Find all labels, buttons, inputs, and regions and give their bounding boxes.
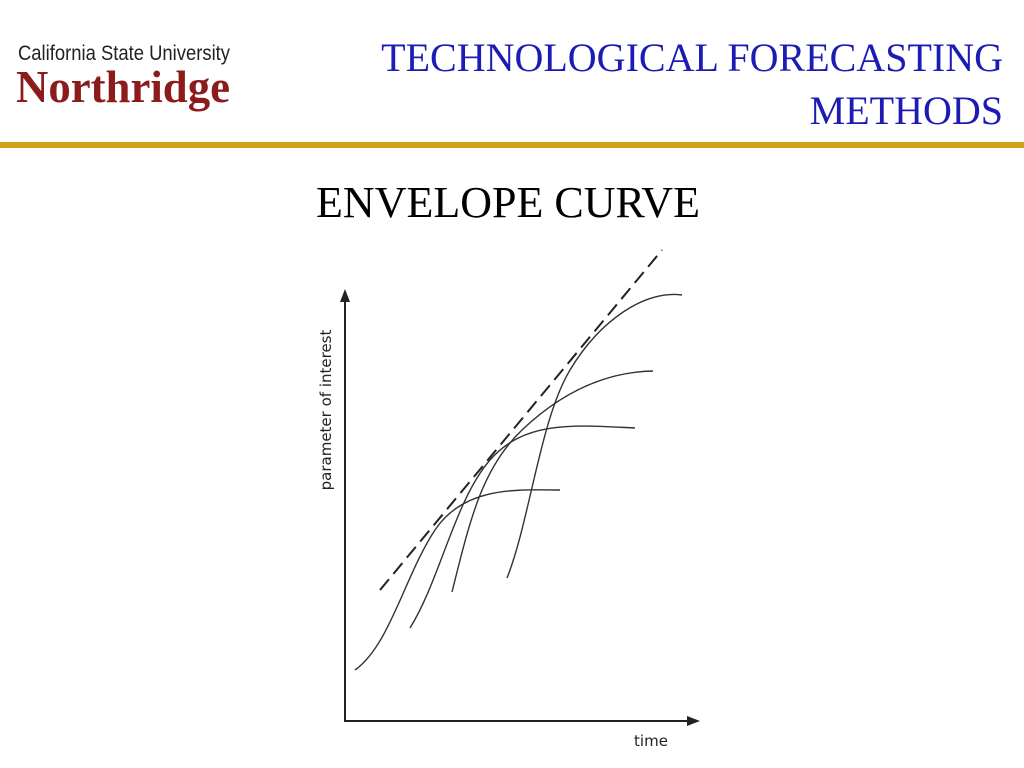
x-axis-label: time bbox=[634, 732, 668, 750]
s-curve bbox=[354, 489, 561, 671]
header-rule bbox=[0, 142, 1024, 148]
slide-heading: ENVELOPE CURVE bbox=[316, 178, 700, 227]
y-axis-arrow bbox=[340, 289, 350, 302]
logo-line1: California State University bbox=[18, 42, 230, 65]
s-curve bbox=[409, 425, 636, 629]
header-title: TECHNOLOGICAL FORECASTING bbox=[381, 35, 1003, 80]
diagram: time parameter of interest bbox=[317, 249, 700, 750]
logo-line2: Northridge bbox=[16, 61, 230, 112]
envelope-line bbox=[379, 249, 663, 591]
y-axis-label: parameter of interest bbox=[317, 330, 335, 491]
s-curve bbox=[451, 370, 654, 593]
x-axis-arrow bbox=[687, 716, 700, 726]
header-title: METHODS bbox=[810, 88, 1003, 133]
s-curve bbox=[506, 293, 683, 579]
